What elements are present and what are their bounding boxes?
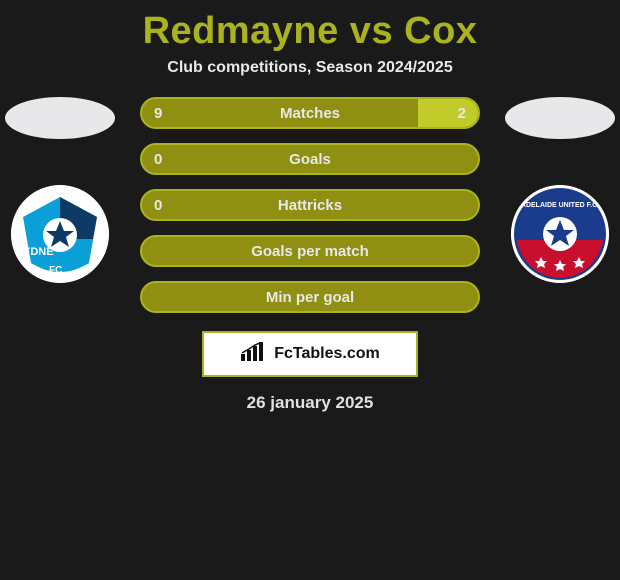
main-row: YDNE FC 9 Matches 2 0 Goals 0 Hattricks Goals p… [0, 97, 620, 313]
stat-label: Min per goal [266, 289, 354, 306]
right-club-badge: ADELAIDE UNITED F.C. [511, 185, 609, 283]
right-player-column: ADELAIDE UNITED F.C. [504, 97, 616, 283]
left-player-column: YDNE FC [4, 97, 116, 283]
right-player-avatar [505, 97, 615, 139]
stat-bar-goals: 0 Goals [140, 143, 480, 175]
stat-label: Hattricks [278, 197, 342, 214]
stat-right-value: 2 [458, 105, 466, 122]
stat-bar-goals-per-match: Goals per match [140, 235, 480, 267]
stat-bar-fill [418, 99, 478, 127]
page-title: Redmayne vs Cox [0, 0, 620, 59]
left-club-text: YDNE [23, 246, 54, 258]
date-text: 26 january 2025 [0, 393, 620, 413]
stat-bar-hattricks: 0 Hattricks [140, 189, 480, 221]
stat-left-value: 9 [154, 105, 162, 122]
left-club-fc: FC [49, 265, 62, 276]
stat-left-value: 0 [154, 197, 162, 214]
stat-left-value: 0 [154, 151, 162, 168]
brand-text: FcTables.com [274, 345, 380, 363]
left-club-badge-svg: YDNE FC [11, 185, 109, 283]
brand-chart-icon [240, 342, 268, 367]
subtitle: Club competitions, Season 2024/2025 [0, 59, 620, 77]
comparison-card: Redmayne vs Cox Club competitions, Seaso… [0, 0, 620, 413]
stat-label: Goals per match [251, 243, 369, 260]
stat-bars: 9 Matches 2 0 Goals 0 Hattricks Goals per match… [116, 97, 504, 313]
right-club-badge-svg: ADELAIDE UNITED F.C. [511, 185, 609, 283]
stat-label: Goals [289, 151, 331, 168]
brand-box[interactable]: FcTables.com [202, 331, 418, 377]
left-player-avatar [5, 97, 115, 139]
left-club-badge: YDNE FC [11, 185, 109, 283]
stat-label: Matches [280, 105, 340, 122]
stat-bar-matches: 9 Matches 2 [140, 97, 480, 129]
stat-bar-min-per-goal: Min per goal [140, 281, 480, 313]
right-club-text-top: ADELAIDE UNITED F.C. [521, 202, 599, 209]
